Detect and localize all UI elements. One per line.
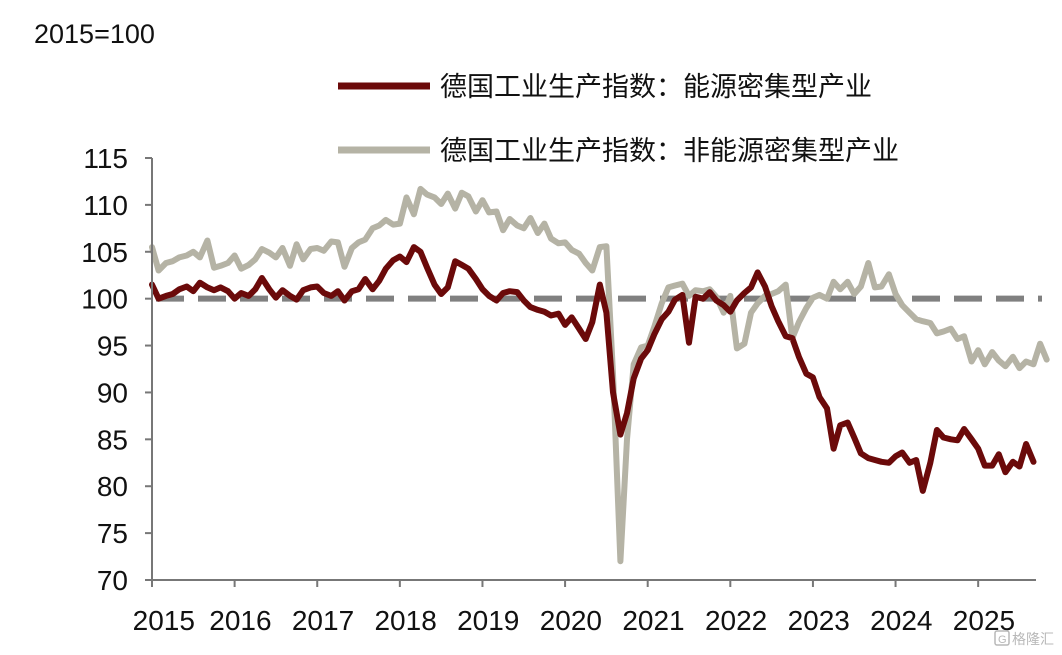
y-tick-label: 75 (97, 518, 128, 549)
y-tick-label: 95 (97, 331, 128, 362)
x-axis-ticks: 2015 2016 2017 2018 2019 2020 2021 2022 2023 2024… (133, 580, 1015, 636)
x-tick-label: 2018 (374, 605, 436, 636)
y-tick-label: 85 (97, 424, 128, 455)
x-tick-label: 2019 (457, 605, 519, 636)
x-tick-label: 2022 (705, 605, 767, 636)
legend-label: 德国工业生产指数：非能源密集型产业 (440, 136, 899, 167)
x-tick-label: 2016 (209, 605, 271, 636)
y-tick-label: 110 (83, 190, 128, 221)
series-line-non-energy-intensive (149, 185, 1050, 565)
axes (151, 158, 1036, 581)
unit-label: 2015=100 (34, 19, 155, 49)
watermark-text: 格隆汇 (1012, 632, 1054, 648)
y-tick-label: 90 (97, 377, 128, 408)
x-tick-label: 2021 (622, 605, 684, 636)
y-axis-ticks: 70 75 80 85 90 95 100 105 110 115 (81, 143, 152, 596)
x-tick-label: 2015 (133, 605, 195, 636)
g-logo-icon: G (994, 630, 1010, 646)
y-tick-label: 80 (97, 471, 128, 502)
series-line-energy-intensive (149, 244, 1037, 494)
x-tick-label: 2023 (788, 605, 850, 636)
series-group (149, 185, 1050, 565)
y-tick-label: 115 (83, 143, 128, 174)
legend-label: 德国工业生产指数：能源密集型产业 (440, 72, 872, 103)
watermark: G 格隆汇 (994, 630, 1054, 648)
y-tick-label: 70 (97, 565, 128, 596)
svg-text:G: G (998, 634, 1007, 646)
y-tick-label: 100 (81, 284, 128, 315)
x-tick-label: 2017 (292, 605, 354, 636)
y-tick-label: 105 (81, 237, 128, 268)
x-tick-label: 2020 (540, 605, 602, 636)
x-tick-label: 2024 (870, 605, 932, 636)
